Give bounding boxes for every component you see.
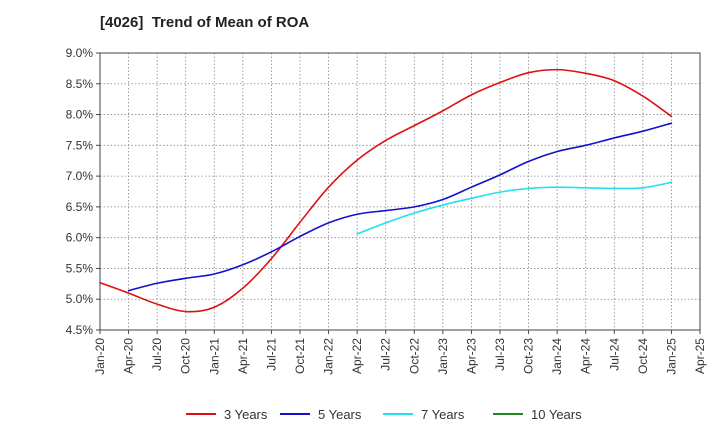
- y-tick-label: 6.5%: [66, 200, 94, 214]
- grid-lines: [100, 53, 700, 330]
- y-tick-label: 9.0%: [66, 46, 94, 60]
- x-tick-label: Jan-25: [664, 338, 678, 375]
- y-tick-label: 7.5%: [66, 138, 94, 152]
- y-tick-label: 4.5%: [66, 323, 94, 337]
- y-tick-label: 8.5%: [66, 77, 94, 91]
- legend-label-5-years: 5 Years: [318, 407, 362, 422]
- series-line-3-years: [99, 68, 673, 313]
- x-tick-label: Apr-22: [350, 338, 364, 374]
- x-tick-label: Oct-22: [407, 338, 421, 374]
- x-tick-label: Oct-24: [636, 338, 650, 374]
- y-tick-label: 7.0%: [66, 169, 94, 183]
- x-tick-label: Jul-23: [493, 338, 507, 371]
- x-tick-label: Apr-25: [693, 338, 707, 374]
- x-tick-label: Jan-23: [436, 338, 450, 375]
- y-tick-label: 8.0%: [66, 108, 94, 122]
- legend-label-3-years: 3 Years: [224, 407, 268, 422]
- x-tick-label: Jul-20: [150, 338, 164, 371]
- plot-area: [100, 53, 700, 330]
- legend: 3 Years 5 Years 7 Years 10 Years: [186, 407, 582, 422]
- plot-border: [99, 52, 701, 331]
- x-tick-label: Oct-20: [179, 338, 193, 374]
- y-axis-ticks: 9.0% 8.5% 8.0% 7.5% 7.0% 6.5% 6.0% 5.5% 5.0% 4.5%: [66, 46, 100, 337]
- x-tick-label: Apr-20: [122, 338, 136, 374]
- series-line-7-years: [356, 181, 673, 235]
- y-tick-label: 5.5%: [66, 261, 94, 275]
- chart-title: [4026] Trend of Mean of ROA: [100, 14, 310, 31]
- legend-label-10-years: 10 Years: [531, 407, 582, 422]
- y-tick-label: 5.0%: [66, 292, 94, 306]
- x-tick-label: Oct-23: [522, 338, 536, 374]
- series-line-5-years: [127, 122, 673, 292]
- x-tick-label: Apr-24: [579, 338, 593, 374]
- x-tick-label: Jan-24: [550, 338, 564, 375]
- x-tick-label: Jul-21: [264, 338, 278, 371]
- series-lines: [99, 68, 673, 313]
- x-tick-label: Jan-20: [93, 338, 107, 375]
- x-axis-ticks: Jan-20 Apr-20 Jul-20 Oct-20 Jan-21 Apr-21 Jul-…: [93, 330, 707, 375]
- x-tick-label: Apr-21: [236, 338, 250, 374]
- legend-label-7-years: 7 Years: [421, 407, 465, 422]
- x-tick-label: Jan-21: [207, 338, 221, 375]
- x-tick-label: Jan-22: [322, 338, 336, 375]
- x-tick-label: Jul-24: [607, 338, 621, 371]
- x-tick-label: Apr-23: [464, 338, 478, 374]
- y-tick-label: 6.0%: [66, 231, 94, 245]
- x-tick-label: Jul-22: [379, 338, 393, 371]
- x-tick-label: Oct-21: [293, 338, 307, 374]
